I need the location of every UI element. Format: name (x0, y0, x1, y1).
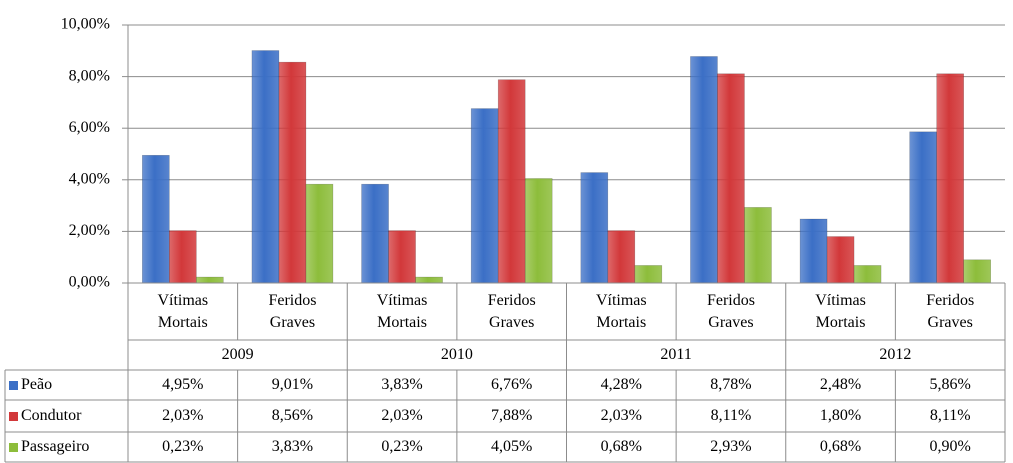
bar (278, 61, 307, 284)
x-tick-label: Feridos Graves (926, 291, 975, 331)
bar (690, 56, 718, 284)
value-label: 1,80% (819, 407, 862, 424)
bar (634, 265, 663, 284)
y-tick-label: 4,00% (69, 170, 110, 187)
value-label: 0,23% (162, 438, 204, 455)
y-tick-label: 6,00% (69, 119, 110, 136)
value-label: 3,83% (381, 376, 423, 393)
x-tick-label: Vítimas Mortais (595, 291, 647, 331)
value-label: 6,76% (491, 376, 533, 393)
value-label: 0,90% (929, 438, 971, 455)
bar (142, 154, 170, 284)
bar (963, 259, 991, 284)
bar (853, 265, 882, 284)
value-label: 4,05% (491, 438, 533, 455)
value-label: 8,78% (710, 376, 752, 393)
group-label: 2009 (221, 346, 254, 363)
value-label: 4,95% (162, 376, 204, 393)
value-label: 0,68% (819, 438, 862, 455)
x-tick-label: Feridos Graves (268, 291, 317, 331)
bar (717, 73, 745, 284)
bar (909, 131, 937, 284)
x-tick-label: Feridos Graves (706, 291, 755, 331)
group-label: 2011 (660, 346, 692, 363)
value-label: 2,93% (710, 438, 752, 455)
bar (196, 276, 224, 284)
value-label: 2,03% (162, 407, 204, 424)
bar (580, 172, 609, 284)
bar (524, 178, 553, 284)
legend-label: Peão (21, 376, 53, 393)
legend-item: Peão (5, 370, 128, 400)
bar (388, 230, 416, 284)
value-label: 5,86% (929, 376, 971, 393)
legend-item: Passageiro (5, 432, 128, 462)
y-tick-label: 8,00% (69, 67, 110, 84)
bar (415, 276, 443, 284)
legend-item: Condutor (5, 400, 128, 432)
x-tick-label: Vítimas Mortais (815, 291, 866, 331)
bar (305, 183, 334, 284)
bar (169, 230, 197, 284)
value-label: 4,28% (600, 376, 642, 393)
value-label: 2,03% (600, 407, 642, 424)
value-label: 9,01% (271, 376, 314, 393)
bar (497, 79, 526, 284)
value-label: 8,11% (710, 407, 752, 424)
value-label: 8,56% (271, 407, 314, 424)
bar (799, 218, 828, 284)
value-label: 2,03% (381, 407, 423, 424)
legend-label: Passageiro (21, 438, 90, 455)
bar (744, 207, 772, 284)
x-tick-label: Vítimas Mortais (376, 291, 428, 331)
value-label: 0,68% (600, 438, 642, 455)
bar (251, 50, 280, 284)
value-label: 2,48% (819, 376, 862, 393)
group-label: 2012 (879, 346, 912, 363)
group-label: 2010 (440, 346, 473, 363)
bar (936, 73, 964, 284)
bar (826, 236, 855, 284)
value-label: 0,23% (381, 438, 423, 455)
legend-key (9, 442, 18, 452)
bar (607, 230, 636, 284)
x-tick-label: Vítimas Mortais (157, 291, 209, 331)
value-label: 7,88% (491, 407, 533, 424)
y-tick-label: 0,00% (69, 274, 110, 291)
value-label: 8,11% (929, 407, 971, 424)
legend-key (9, 411, 18, 421)
legend-label: Condutor (21, 407, 82, 424)
bar (470, 108, 499, 284)
value-label: 3,83% (271, 438, 314, 455)
x-tick-label: Feridos Graves (487, 291, 536, 331)
legend-key (9, 380, 18, 390)
bar (361, 183, 389, 284)
y-tick-label: 2,00% (69, 222, 110, 239)
y-tick-label: 10,00% (61, 16, 110, 33)
